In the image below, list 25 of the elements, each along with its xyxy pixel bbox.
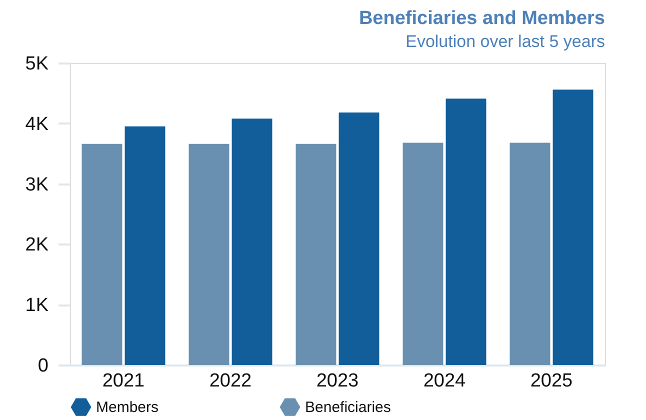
bar <box>124 126 166 365</box>
x-tick-label: 2025 <box>530 370 573 392</box>
chart-subtitle: Evolution over last 5 years <box>406 32 605 51</box>
x-tick-label: 2022 <box>209 370 252 392</box>
bar <box>188 144 230 365</box>
x-tick-label: 2023 <box>316 370 359 392</box>
y-tick-label: 4K <box>25 114 49 135</box>
bar <box>296 144 336 365</box>
y-tick-label: 2K <box>25 234 49 256</box>
bar <box>402 142 444 365</box>
bar <box>552 90 594 365</box>
legend-label: Beneficiaries <box>305 399 391 416</box>
x-tick-label: 2021 <box>102 370 145 392</box>
y-tick-label: 5K <box>25 54 49 74</box>
bar <box>82 144 122 365</box>
chart-title: Beneficiaries and Members <box>358 8 605 29</box>
bar <box>510 142 550 365</box>
bar <box>232 118 272 365</box>
y-tick-label: 3K <box>25 174 49 196</box>
bar <box>338 112 380 365</box>
x-tick-label: 2024 <box>423 370 466 392</box>
bar <box>446 98 486 365</box>
legend-label: Members <box>96 399 159 416</box>
y-tick-label: 0 <box>38 356 48 376</box>
y-tick-label: 1K <box>25 295 49 316</box>
